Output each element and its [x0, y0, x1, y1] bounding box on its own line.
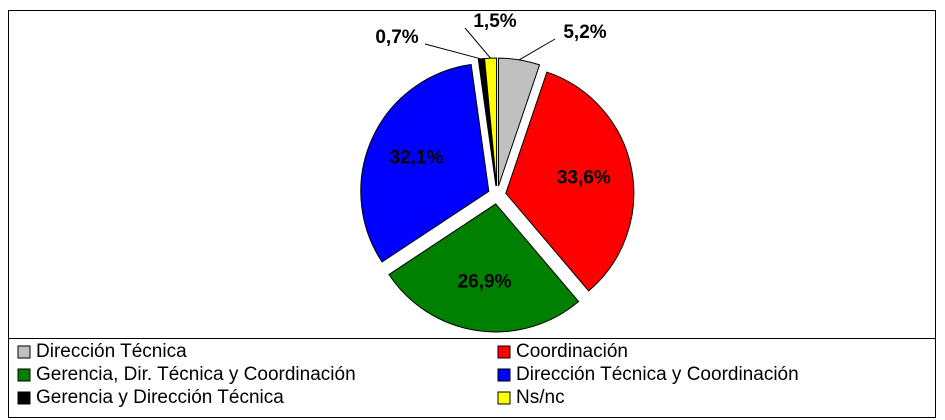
- legend-label: Coordinación: [516, 341, 628, 362]
- legend-swatch: [17, 345, 31, 359]
- legend-label: Ns/nc: [516, 387, 565, 408]
- data-label: 1,5%: [473, 11, 516, 32]
- legend-swatch: [497, 345, 511, 359]
- legend-label: Dirección Técnica y Coordinación: [516, 364, 799, 385]
- data-label: 5,2%: [563, 22, 606, 43]
- leader-line: [519, 38, 556, 61]
- pie-slice: [505, 71, 635, 292]
- pie-slice: [497, 57, 541, 187]
- legend-swatch: [497, 391, 511, 405]
- pie-slice: [360, 63, 490, 263]
- legend-label: Gerencia y Dirección Técnica: [36, 387, 284, 408]
- leader-line: [464, 27, 491, 59]
- data-label: 33,6%: [557, 167, 611, 188]
- legend-swatch: [17, 368, 31, 382]
- data-label: 26,9%: [458, 271, 512, 292]
- legend-label: Dirección Técnica: [36, 341, 187, 362]
- legend-swatch: [17, 391, 31, 405]
- legend-label: Gerencia, Dir. Técnica y Coordinación: [36, 364, 356, 385]
- leader-line: [424, 43, 482, 60]
- data-label: 32,1%: [390, 148, 444, 169]
- legend-swatch: [497, 368, 511, 382]
- pie-slice: [388, 203, 580, 333]
- data-label: 0,7%: [375, 27, 418, 48]
